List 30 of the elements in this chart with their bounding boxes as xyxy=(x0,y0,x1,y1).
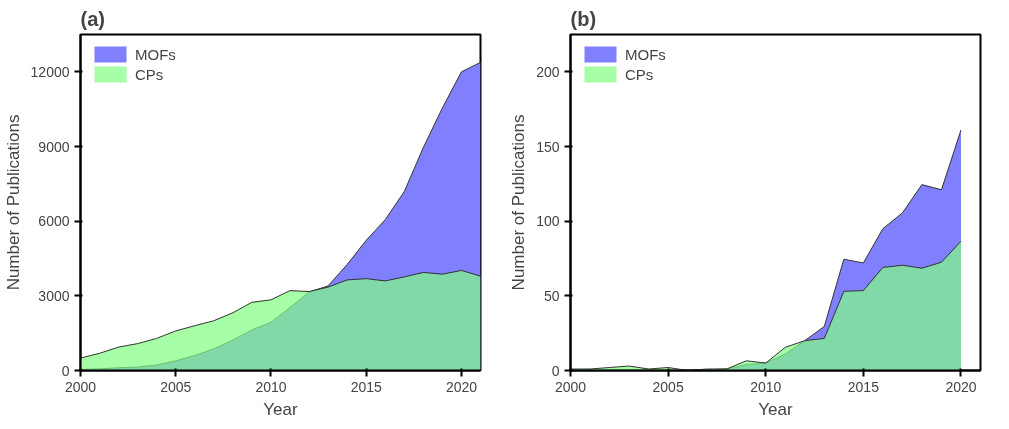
y-tick-label: 3000 xyxy=(38,287,70,304)
chart-title: (a) xyxy=(80,7,105,30)
y-tick-label: 0 xyxy=(61,362,70,379)
y-tick-label: 200 xyxy=(536,63,560,80)
y-tick-label: 6000 xyxy=(38,213,70,230)
x-tick-label: 2010 xyxy=(750,378,782,395)
y-axis-title: Number of Publications xyxy=(509,114,529,291)
x-axis-title: Year xyxy=(263,399,299,419)
y-tick-label: 0 xyxy=(551,362,560,379)
x-tick-label: 2020 xyxy=(445,378,478,395)
x-tick-label: 2005 xyxy=(652,378,684,395)
x-tick-label: 2010 xyxy=(255,378,287,395)
legend-label: CPs xyxy=(625,65,654,83)
y-axis-title: Number of Publications xyxy=(3,114,23,291)
y-tick-label: 50 xyxy=(543,287,560,304)
x-axis-title: Year xyxy=(758,399,794,419)
y-tick-label: 100 xyxy=(536,213,560,230)
chart-title: (b) xyxy=(570,7,597,30)
legend-label: MOFs xyxy=(625,45,666,63)
y-tick-label: 9000 xyxy=(38,138,70,155)
x-tick-label: 2015 xyxy=(350,378,382,395)
legend-label: MOFs xyxy=(135,45,176,63)
x-tick-label: 2015 xyxy=(847,378,880,395)
x-tick-label: 2000 xyxy=(554,378,587,395)
y-tick-label: 150 xyxy=(536,138,560,155)
x-tick-label: 2005 xyxy=(160,378,192,395)
x-tick-label: 2020 xyxy=(945,378,977,395)
legend-label: CPs xyxy=(135,65,164,83)
y-tick-label: 12000 xyxy=(30,63,70,80)
x-tick-label: 2000 xyxy=(64,378,97,395)
